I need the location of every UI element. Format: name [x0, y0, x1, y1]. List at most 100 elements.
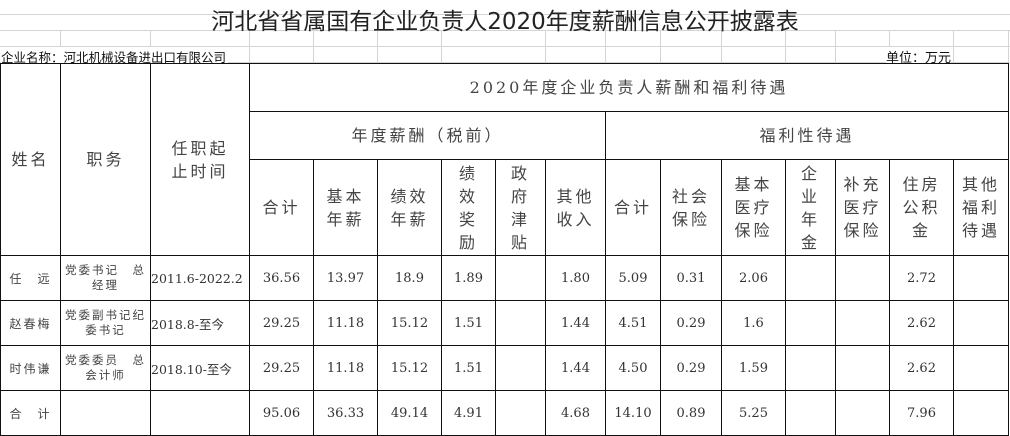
cell-value: [952, 345, 1010, 391]
cell-value: [495, 255, 546, 301]
gridline: [953, 30, 954, 63]
header-group: 2020年度企业负责人薪酬和福利待遇: [248, 63, 1010, 112]
cell-value: 18.9: [377, 255, 442, 301]
gridline: [313, 30, 314, 63]
table-row: 任 远党委书记 总经理 2011.6-2022.2 36.56 13.97 18.9 1.…: [0, 255, 1010, 301]
cell-value: 11.18: [313, 345, 378, 391]
cell-value: 49.14: [377, 390, 442, 436]
header-salary-col: 基本年薪: [313, 159, 378, 256]
table-row: 时伟谦 党委委员 总会计师 2018.10-至今 29.25 11.18 15.12 1.5…: [0, 345, 1010, 391]
page-title: 河北省省属国有企业负责人2020年度薪酬信息公开披露表: [211, 9, 799, 35]
cell-position: 党委书记 总经理: [60, 255, 151, 301]
cell-value: 29.25: [249, 345, 314, 391]
cell-value: 7.96: [889, 390, 954, 436]
unit-label: 单位：万元: [886, 47, 952, 66]
gridline: [889, 30, 890, 63]
cell-position: 党委委员 总会计师: [60, 345, 151, 391]
table-row: 合 计 95.06 36.33 49.14 4.91 4.68 14.10 0.89 5.25 7…: [0, 390, 1010, 436]
header-term: 任职起止时间: [150, 63, 250, 256]
header-salary-col: 绩效年薪: [377, 159, 442, 256]
cell-value: 13.97: [313, 255, 378, 301]
cell-value: 0.29: [660, 345, 722, 391]
header-salary-col: 政府津贴: [495, 159, 546, 256]
header-salary-group: 年度薪酬（税前）: [249, 111, 606, 160]
cell-value: 1.51: [441, 345, 496, 391]
table-row: 赵春梅 党委副书记纪委书记 2018.8-至今 29.25 11.18 15.12 1.51…: [0, 300, 1010, 346]
cell-value: [835, 390, 890, 436]
header-welfare-col: 补充医疗保险: [835, 159, 890, 256]
cell-value: [785, 255, 836, 301]
cell-value: 1.59: [721, 345, 786, 391]
cell-value: 1.89: [441, 255, 496, 301]
cell-value: 5.09: [605, 255, 661, 301]
cell-value: 0.89: [660, 390, 722, 436]
header-welfare-group: 福利性待遇: [604, 111, 1010, 160]
gridline: [60, 30, 61, 63]
cell-value: [495, 390, 546, 436]
gridline: [835, 30, 836, 63]
cell-value: 4.91: [441, 390, 496, 436]
cell-value: 36.33: [313, 390, 378, 436]
cell-value: [495, 345, 546, 391]
gridline: [660, 30, 661, 63]
cell-value: [952, 255, 1010, 301]
cell-value: [952, 300, 1010, 346]
header-welfare-col: 基本医疗保险: [721, 159, 786, 256]
header-welfare-col: 社会保险: [660, 159, 722, 256]
header-salary-col: 其他收入: [545, 159, 606, 256]
cell-name: 时伟谦: [0, 345, 61, 391]
cell-value: [785, 345, 836, 391]
cell-value: 1.80: [545, 255, 606, 301]
cell-value: 4.50: [605, 345, 661, 391]
cell-value: [495, 300, 546, 346]
cell-name: 任 远: [0, 255, 61, 301]
cell-value: 36.56: [249, 255, 314, 301]
header-name: 姓名: [0, 63, 61, 256]
cell-value: 15.12: [377, 345, 442, 391]
header-salary-col: 合计: [249, 159, 314, 256]
gridline: [605, 30, 606, 63]
cell-term: 2011.6-2022.2: [150, 255, 250, 301]
cell-value: [785, 300, 836, 346]
cell-value: [835, 255, 890, 301]
cell-value: 1.51: [441, 300, 496, 346]
cell-term: 2018.8-至今: [150, 300, 250, 346]
cell-value: 4.68: [545, 390, 606, 436]
cell-name: 赵春梅: [0, 300, 61, 346]
cell-value: 2.62: [889, 345, 954, 391]
header-welfare-col: 合计: [605, 159, 661, 256]
cell-value: 4.51: [605, 300, 661, 346]
cell-value: 0.29: [660, 300, 722, 346]
cell-value: 29.25: [249, 300, 314, 346]
gridline: [1008, 30, 1009, 63]
gridline: [377, 30, 378, 63]
gridline: [721, 30, 722, 63]
header-welfare-col: 住房公积金: [889, 159, 954, 256]
cell-name: 合 计: [0, 390, 61, 436]
company-name: 企业名称：河北机械设备进出口有限公司: [1, 47, 229, 66]
cell-value: [785, 390, 836, 436]
cell-value: 14.10: [605, 390, 661, 436]
cell-value: 1.44: [545, 345, 606, 391]
cell-value: [952, 390, 1010, 436]
gridline: [249, 30, 250, 63]
salary-table: 姓名 职务 任职起止时间 2020年度企业负责人薪酬和福利待遇 年度薪酬（税前）…: [0, 63, 1010, 436]
cell-term: [150, 390, 250, 436]
cell-value: 2.72: [889, 255, 954, 301]
cell-value: 2.62: [889, 300, 954, 346]
cell-value: 1.6: [721, 300, 786, 346]
cell-value: 1.44: [545, 300, 606, 346]
cell-value: 95.06: [249, 390, 314, 436]
header-welfare-col: 企业年金: [785, 159, 836, 256]
cell-value: [835, 345, 890, 391]
cell-value: 2.06: [721, 255, 786, 301]
cell-position: [60, 390, 151, 436]
cell-value: 5.25: [721, 390, 786, 436]
cell-value: [835, 300, 890, 346]
gridline: [150, 30, 151, 63]
cell-value: 11.18: [313, 300, 378, 346]
gridline: [785, 30, 786, 63]
cell-value: 0.31: [660, 255, 722, 301]
cell-value: 15.12: [377, 300, 442, 346]
header-position: 职务: [60, 63, 151, 256]
